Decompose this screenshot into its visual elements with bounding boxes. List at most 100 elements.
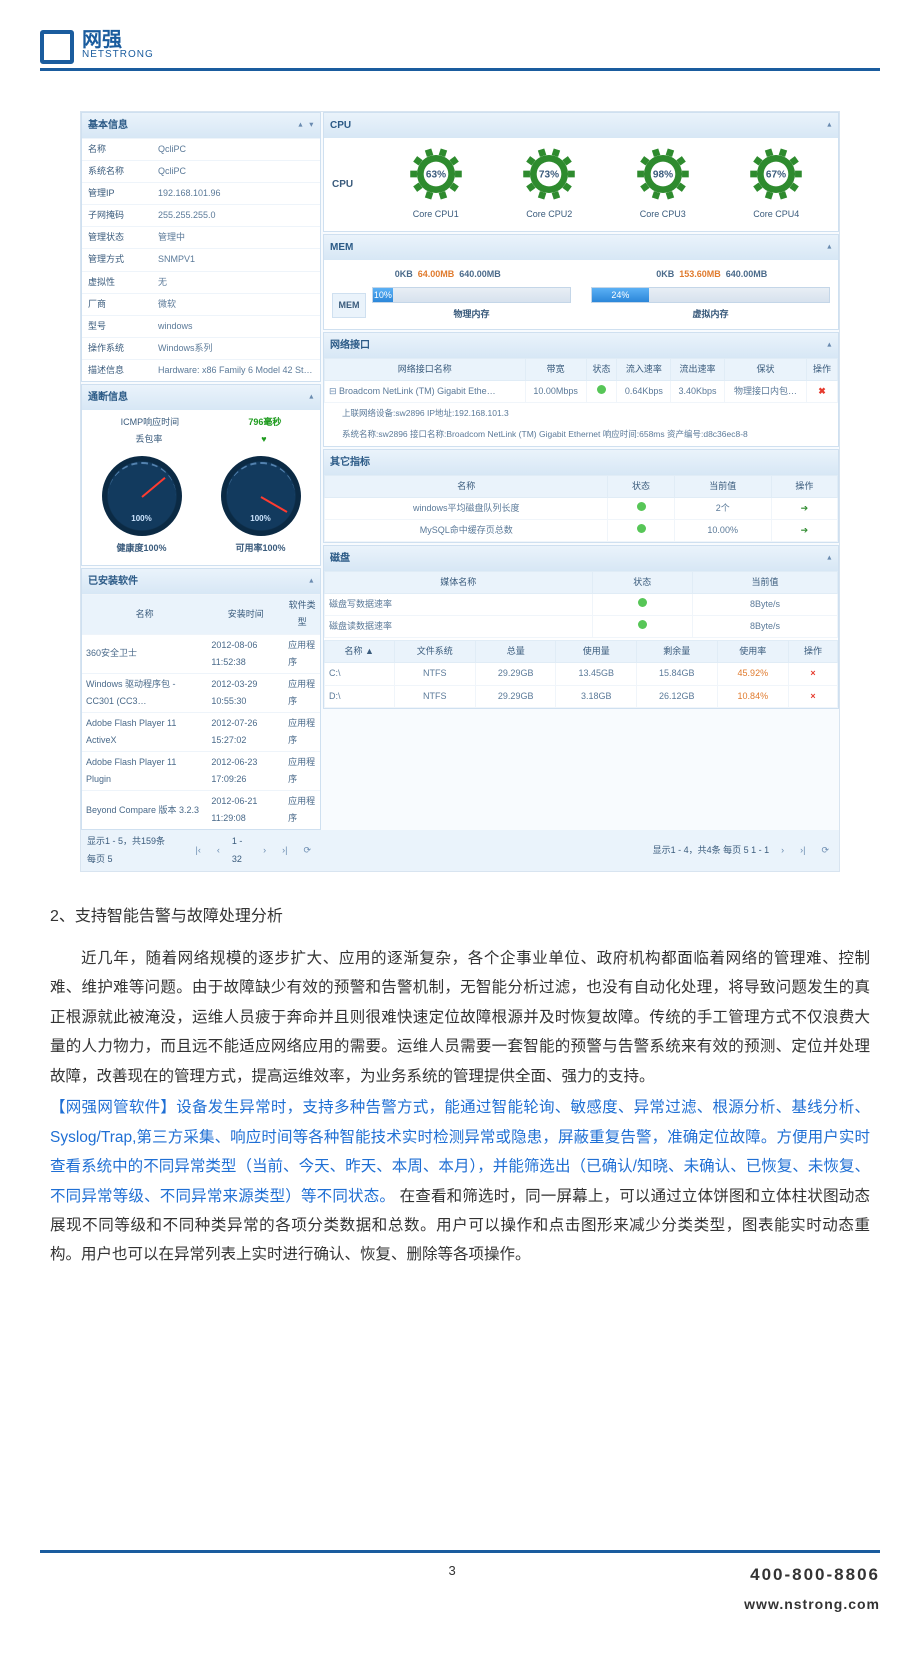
- collapse-icon[interactable]: ▴: [827, 239, 832, 256]
- svg-text:63%: 63%: [426, 169, 446, 180]
- cpu-core-label: Core CPU1: [382, 206, 490, 223]
- basic-info-title: 基本信息: [88, 116, 128, 135]
- delete-icon[interactable]: ✖: [818, 386, 826, 396]
- col-header[interactable]: 剩余量: [637, 641, 718, 663]
- collapse-icon[interactable]: ▴: [309, 573, 314, 590]
- col-header[interactable]: 网络接口名称: [325, 359, 526, 381]
- action-icon[interactable]: ➔: [801, 525, 809, 535]
- col-header[interactable]: 名称 ▲: [325, 641, 395, 663]
- kv-val: windows: [152, 315, 320, 337]
- col-header[interactable]: 保状: [724, 359, 806, 381]
- cpu-core-label: Core CPU2: [496, 206, 604, 223]
- net-title: 网络接口: [330, 336, 370, 355]
- status-dot-icon: [637, 524, 646, 533]
- pager-last-icon[interactable]: ›|: [278, 842, 291, 859]
- delete-icon[interactable]: ×: [810, 691, 815, 701]
- col-header[interactable]: 操作: [771, 475, 837, 497]
- packet-icon: ♥: [261, 431, 266, 448]
- pager-prev-icon[interactable]: ‹: [213, 842, 224, 859]
- collapse-icon[interactable]: ▴: [309, 389, 314, 406]
- pager-next-icon[interactable]: ›: [777, 842, 788, 859]
- pager-right-text: 显示1 - 4，共4条 每页 5 1 - 1: [653, 842, 770, 859]
- collapse-icon[interactable]: ▴: [827, 550, 832, 567]
- link-product[interactable]: 【网强网管软件】: [50, 1099, 176, 1116]
- cpu-title: CPU: [330, 116, 351, 135]
- net-detail-1: 上联网络设备:sw2896 IP地址:192.168.101.3: [324, 403, 838, 423]
- table-cell: 2012-06-21 11:29:08: [207, 791, 284, 830]
- kv-val: 微软: [152, 293, 320, 315]
- col-header[interactable]: 安装时间: [207, 595, 284, 634]
- footer-url[interactable]: www.nstrong.com: [744, 1591, 880, 1618]
- status-dot-icon: [637, 502, 646, 511]
- disk-ratio-table: 媒体名称状态当前值磁盘写数据速率8Byte/s磁盘读数据速率8Byte/s: [324, 571, 838, 638]
- col-header[interactable]: 状态: [608, 475, 674, 497]
- mem-virt-used: 0KB: [656, 269, 674, 279]
- pager-last-icon[interactable]: ›|: [796, 842, 809, 859]
- mem-phys-max: 64.00MB: [418, 269, 455, 279]
- mem-virt-cap: 虚拟内存: [591, 306, 830, 323]
- collapse-icon[interactable]: ▴: [827, 117, 832, 134]
- pager-left-text: 显示1 - 5，共159条 每页 5: [87, 833, 176, 867]
- col-header[interactable]: 使用率: [717, 641, 789, 663]
- kv-key: 管理方式: [82, 249, 152, 271]
- cpu-core-label: Core CPU3: [609, 206, 717, 223]
- panel-installed: 已安装软件▴ 名称安装时间软件类型360安全卫士2012-08-06 11:52…: [81, 568, 321, 830]
- col-header[interactable]: 软件类型: [284, 595, 320, 634]
- col-header[interactable]: 操作: [789, 641, 838, 663]
- refresh-icon[interactable]: ⟳: [817, 842, 833, 859]
- col-header[interactable]: 媒体名称: [325, 572, 593, 594]
- pager-left[interactable]: 显示1 - 5，共159条 每页 5 |‹ ‹ 1 - 32 › ›| ⟳: [81, 830, 321, 870]
- header-divider: [40, 68, 880, 71]
- brand-cn: 网强: [82, 30, 154, 50]
- kv-key: 管理IP: [82, 183, 152, 205]
- response-label: ICMP响应时间: [121, 414, 180, 431]
- col-header[interactable]: 流出速率: [671, 359, 725, 381]
- status-dot-icon: [638, 620, 647, 629]
- pager-next-icon[interactable]: ›: [259, 842, 270, 859]
- col-header[interactable]: 使用量: [556, 641, 637, 663]
- col-header[interactable]: 流入速率: [617, 359, 671, 381]
- svg-text:73%: 73%: [539, 169, 559, 180]
- col-header[interactable]: 状态: [586, 359, 617, 381]
- section-title: 2、支持智能告警与故障处理分析: [50, 902, 870, 932]
- refresh-icon[interactable]: ⟳: [299, 842, 315, 859]
- gauge-avail-label: 可用率100%: [205, 540, 316, 557]
- col-header[interactable]: 状态: [592, 572, 692, 594]
- panel-net: 网络接口 ▴ 网络接口名称带宽状态流入速率流出速率保状操作⊟ Broadcom N…: [323, 332, 839, 446]
- col-header[interactable]: 名称: [82, 595, 207, 634]
- kv-key: 型号: [82, 315, 152, 337]
- col-header[interactable]: 名称: [325, 475, 608, 497]
- col-header[interactable]: 文件系统: [394, 641, 475, 663]
- svg-text:67%: 67%: [766, 169, 786, 180]
- col-header[interactable]: 当前值: [674, 475, 771, 497]
- gauge-avail: [221, 456, 301, 536]
- table-cell: 应用程序: [284, 634, 320, 673]
- col-header[interactable]: 当前值: [693, 572, 838, 594]
- gauge-health: [102, 456, 182, 536]
- col-header[interactable]: 总量: [475, 641, 556, 663]
- cpu-gear-icon: 63%: [408, 146, 464, 202]
- col-header[interactable]: 操作: [807, 359, 838, 381]
- action-icon[interactable]: ➔: [801, 503, 809, 513]
- delete-icon[interactable]: ×: [810, 668, 815, 678]
- packet-label: 丢包率: [135, 431, 162, 448]
- mem-virt-bar: 24%: [591, 287, 830, 303]
- kv-val: 192.168.101.96: [152, 183, 320, 205]
- kpi-table: 名称状态当前值操作windows平均磁盘队列长度2个➔MySQL命中缓存页总数1…: [324, 475, 838, 542]
- kpi-title: 其它指标: [330, 453, 370, 472]
- table-cell: 360安全卫士: [82, 634, 207, 673]
- collapse-icon[interactable]: ▴: [827, 337, 832, 354]
- net-table: 网络接口名称带宽状态流入速率流出速率保状操作⊟ Broadcom NetLink…: [324, 358, 838, 403]
- mem-phys-bar: 10%: [372, 287, 571, 303]
- mem-phys-cap: 物理内存: [372, 306, 571, 323]
- cpu-label: CPU: [332, 175, 372, 194]
- col-header[interactable]: 带宽: [525, 359, 586, 381]
- table-cell: 2012-06-23 17:09:26: [207, 752, 284, 791]
- pager-first-icon[interactable]: |‹: [192, 842, 205, 859]
- pager-right[interactable]: 显示1 - 4，共4条 每页 5 1 - 1 › ›| ⟳: [321, 830, 839, 870]
- logo-icon: [40, 30, 74, 60]
- cpu-core-label: Core CPU4: [723, 206, 831, 223]
- panel-controls-icon[interactable]: ▴ ▾: [298, 117, 314, 134]
- status-dot-icon: [638, 598, 647, 607]
- table-cell: 应用程序: [284, 752, 320, 791]
